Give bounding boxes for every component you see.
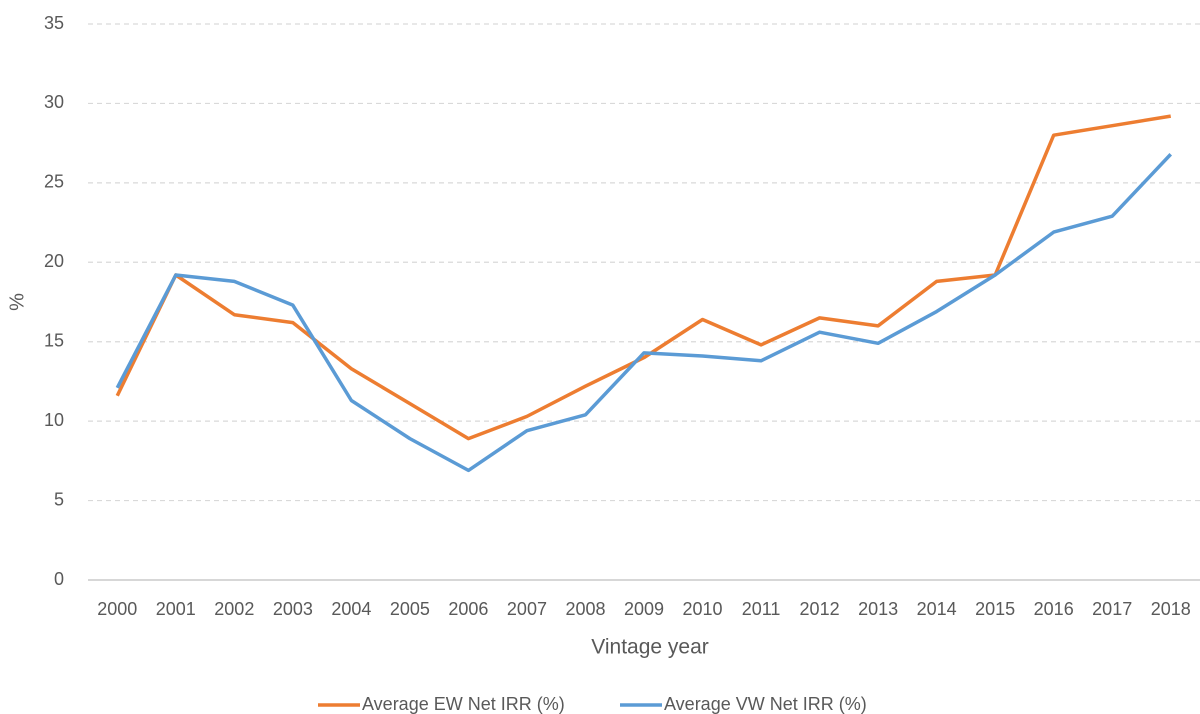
series-line	[115, 114, 1172, 441]
y-axis-label: %	[6, 293, 28, 311]
x-tick-label: 2007	[507, 599, 547, 619]
x-tick-label: 2008	[565, 599, 605, 619]
x-tick-label: 2011	[742, 599, 781, 619]
x-tick-label: 2013	[858, 599, 898, 619]
x-tick-label: 2004	[331, 599, 371, 619]
x-tick-label: 2006	[448, 599, 488, 619]
x-tick-label: 2016	[1034, 599, 1074, 619]
x-axis-label: Vintage year	[591, 636, 709, 659]
legend-label: Average VW Net IRR (%)	[664, 694, 867, 714]
x-tick-label: 2009	[624, 599, 664, 619]
legend-label: Average EW Net IRR (%)	[362, 694, 565, 714]
y-tick-label: 25	[44, 172, 64, 192]
x-tick-label: 2012	[800, 599, 840, 619]
y-tick-label: 15	[44, 330, 64, 350]
x-tick-label: 2002	[214, 599, 254, 619]
x-tick-label: 2014	[917, 599, 957, 619]
x-tick-label: 2001	[156, 599, 196, 619]
x-tick-label: 2000	[97, 599, 137, 619]
x-tick-label: 2018	[1151, 599, 1191, 619]
x-tick-label: 2010	[683, 599, 723, 619]
x-tick-label: 2015	[975, 599, 1015, 619]
y-tick-label: 5	[54, 489, 64, 509]
y-tick-label: 0	[54, 569, 64, 589]
y-tick-label: 20	[44, 251, 64, 271]
x-tick-label: 2017	[1092, 599, 1132, 619]
series-line	[115, 153, 1173, 473]
y-tick-label: 10	[44, 410, 64, 430]
x-tick-label: 2005	[390, 599, 430, 619]
y-tick-label: 30	[44, 92, 64, 112]
x-tick-label: 2003	[273, 599, 313, 619]
y-tick-label: 35	[44, 13, 64, 33]
